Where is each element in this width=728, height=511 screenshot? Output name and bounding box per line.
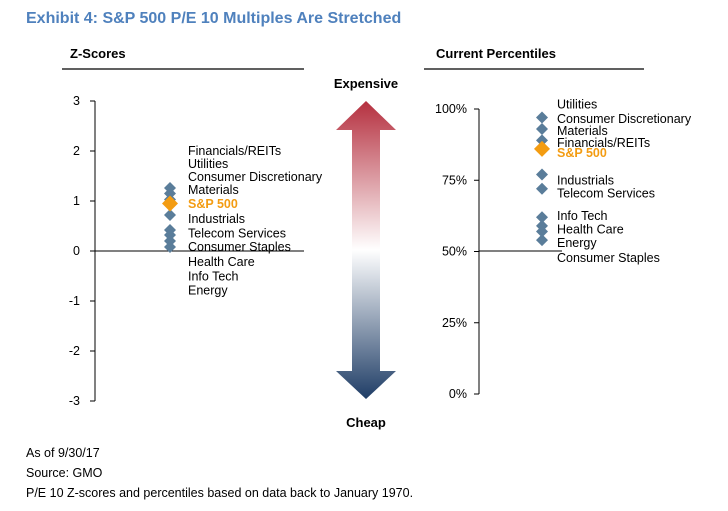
- right-sector-marker: [536, 168, 548, 181]
- left-sector-label: Consumer Staples: [188, 240, 291, 254]
- exhibit-title: Exhibit 4: S&P 500 P/E 10 Multiples Are …: [26, 10, 402, 27]
- left-tick-label: -3: [69, 394, 80, 408]
- left-tick-label: 3: [73, 94, 80, 108]
- left-tick-label: 1: [73, 194, 80, 208]
- right-panel-title: Current Percentiles: [436, 46, 556, 61]
- left-sector-label: Industrials: [188, 212, 245, 226]
- right-sector-label: Health Care: [557, 222, 624, 236]
- left-tick-label: -1: [69, 294, 80, 308]
- left-sector-marker: [164, 209, 176, 221]
- right-sector-label: Industrials: [557, 173, 614, 187]
- right-sector-label: Financials/REITs: [557, 136, 650, 150]
- right-tick-label: 0%: [449, 387, 467, 401]
- right-sector-label: Consumer Staples: [557, 251, 660, 265]
- right-tick-label: 100%: [435, 102, 467, 116]
- left-panel-title: Z-Scores: [70, 46, 126, 61]
- right-sector-marker: [536, 122, 548, 135]
- footnote-methodology: P/E 10 Z-scores and percentiles based on…: [26, 486, 414, 500]
- right-sector-label: Consumer Discretionary: [557, 112, 692, 126]
- right-sector-label: Info Tech: [557, 209, 608, 223]
- right-sector-marker: [536, 225, 548, 238]
- left-sector-label: Consumer Discretionary: [188, 170, 323, 184]
- left-sector-marker: [164, 241, 176, 253]
- left-sector-label: Health Care: [188, 255, 255, 269]
- right-sector-marker: [536, 111, 548, 124]
- left-tick-label: -2: [69, 344, 80, 358]
- left-tick-label: 0: [73, 244, 80, 258]
- left-sp500-label: S&P 500: [188, 197, 238, 211]
- valuation-arrow: [336, 101, 396, 399]
- left-sector-label: Energy: [188, 284, 228, 298]
- right-sector-label: Materials: [557, 124, 608, 138]
- left-sector-label: Financials/REITs: [188, 144, 281, 158]
- left-sector-label: Utilities: [188, 157, 228, 171]
- right-sector-label: Telecom Services: [557, 187, 655, 201]
- right-tick-label: 50%: [442, 245, 467, 259]
- right-sp500-marker: [534, 140, 550, 157]
- footnote-date: As of 9/30/17: [26, 446, 100, 460]
- right-sector-label: Energy: [557, 236, 597, 250]
- arrow-bottom-label: Cheap: [346, 415, 386, 430]
- right-sector-marker: [536, 211, 548, 224]
- left-sp500-marker: [162, 195, 178, 212]
- left-sector-label: Materials: [188, 183, 239, 197]
- right-tick-label: 25%: [442, 316, 467, 330]
- left-sector-label: Telecom Services: [188, 227, 286, 241]
- left-sector-label: Info Tech: [188, 270, 239, 284]
- right-sector-marker: [536, 234, 548, 247]
- left-tick-label: 2: [73, 144, 80, 158]
- arrow-top-label: Expensive: [334, 76, 398, 91]
- right-sector-marker: [536, 182, 548, 195]
- right-sp500-label: S&P 500: [557, 146, 607, 160]
- right-sector-marker: [536, 134, 548, 147]
- footnote-source: Source: GMO: [26, 466, 103, 480]
- right-tick-label: 75%: [442, 173, 467, 187]
- right-sector-label: Utilities: [557, 98, 597, 112]
